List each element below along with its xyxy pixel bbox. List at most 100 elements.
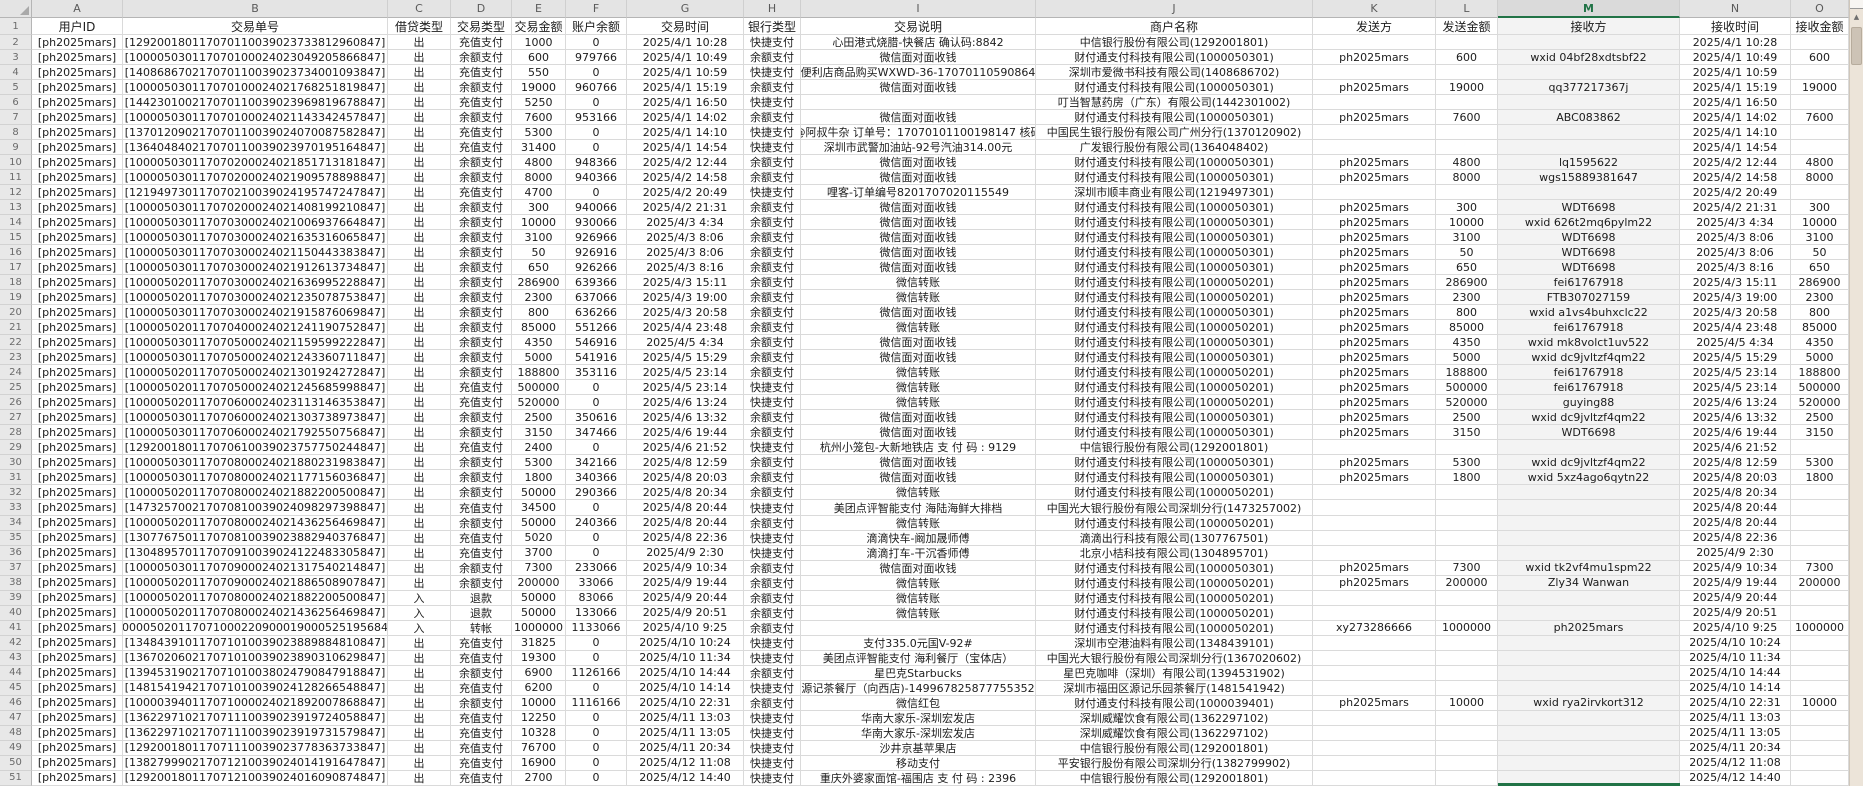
cell-I1[interactable]: 交易说明 <box>801 18 1036 35</box>
cell-L14[interactable]: 10000 <box>1436 215 1498 231</box>
cell-E37[interactable]: 7300 <box>512 560 566 576</box>
cell-G38[interactable]: 2025/4/9 19:44 <box>627 575 744 591</box>
cell-B22[interactable]: [100005030117070500024021159599222847] <box>123 335 388 351</box>
cell-E8[interactable]: 5300 <box>512 125 566 141</box>
cell-G15[interactable]: 2025/4/3 8:06 <box>627 230 744 246</box>
row-header-11[interactable]: 11 <box>0 170 32 186</box>
cell-C14[interactable]: 出 <box>388 215 451 231</box>
cell-I4[interactable]: 便利店商品购买WXWD-36-17070110590864 <box>800 65 1036 81</box>
column-header-C[interactable]: C <box>388 0 451 18</box>
cell-C26[interactable]: 出 <box>388 395 451 411</box>
cell-K28[interactable]: ph2025mars <box>1313 425 1436 441</box>
cell-M8[interactable] <box>1498 125 1680 141</box>
cell-A17[interactable]: [ph2025mars] <box>32 260 123 276</box>
cell-J41[interactable]: 财付通支付科技有限公司(1000050201) <box>1036 620 1313 636</box>
cell-L20[interactable]: 800 <box>1436 305 1498 321</box>
cell-D6[interactable]: 充值支付 <box>451 95 512 111</box>
cell-E32[interactable]: 50000 <box>512 485 566 501</box>
row-header-10[interactable]: 10 <box>0 155 32 171</box>
cell-O23[interactable]: 5000 <box>1791 350 1849 366</box>
cell-J38[interactable]: 财付通支付科技有限公司(1000050201) <box>1036 575 1313 591</box>
cell-I43[interactable]: 美团点评智能支付 海利餐厅（宝体店） <box>801 650 1036 666</box>
cell-M7[interactable]: ABC083862 <box>1498 110 1680 126</box>
cell-M17[interactable]: WDT6698 <box>1498 260 1680 276</box>
cell-A1[interactable]: 用户ID <box>32 18 123 35</box>
cell-N26[interactable]: 2025/4/6 13:24 <box>1680 395 1791 411</box>
cell-O35[interactable] <box>1791 530 1849 546</box>
cell-C10[interactable]: 出 <box>388 155 451 171</box>
cell-C40[interactable]: 入 <box>388 605 451 621</box>
cell-A15[interactable]: [ph2025mars] <box>32 230 123 246</box>
cell-B11[interactable]: [100005030117070200024021909578898847] <box>123 170 388 186</box>
cell-L28[interactable]: 3150 <box>1436 425 1498 441</box>
cell-F39[interactable]: 83066 <box>566 590 627 606</box>
cell-D42[interactable]: 充值支付 <box>451 635 512 651</box>
row-header-36[interactable]: 36 <box>0 545 32 561</box>
cell-A16[interactable]: [ph2025mars] <box>32 245 123 261</box>
cell-J17[interactable]: 财付通支付科技有限公司(1000050301) <box>1036 260 1313 276</box>
cell-A19[interactable]: [ph2025mars] <box>32 290 123 306</box>
cell-A26[interactable]: [ph2025mars] <box>32 395 123 411</box>
cell-H2[interactable]: 快捷支付 <box>744 35 801 51</box>
cell-D13[interactable]: 余额支付 <box>451 200 512 216</box>
cell-G14[interactable]: 2025/4/3 4:34 <box>627 215 744 231</box>
cell-D24[interactable]: 余额支付 <box>451 365 512 381</box>
cell-C50[interactable]: 出 <box>388 755 451 771</box>
cell-B49[interactable]: [129200180117071110039023778363733847] <box>123 740 388 756</box>
cell-I16[interactable]: 微信面对面收钱 <box>801 245 1036 261</box>
cell-A23[interactable]: [ph2025mars] <box>32 350 123 366</box>
cell-G46[interactable]: 2025/4/10 22:31 <box>627 695 744 711</box>
cell-C32[interactable]: 出 <box>388 485 451 501</box>
cell-I15[interactable]: 微信面对面收钱 <box>801 230 1036 246</box>
cell-K46[interactable]: ph2025mars <box>1313 695 1436 711</box>
cell-M34[interactable] <box>1498 515 1680 531</box>
cell-C20[interactable]: 出 <box>388 305 451 321</box>
cell-E49[interactable]: 76700 <box>512 740 566 756</box>
cell-J26[interactable]: 财付通支付科技有限公司(1000050201) <box>1036 395 1313 411</box>
cell-J43[interactable]: 中国光大银行股份有限公司深圳分行(1367020602) <box>1036 650 1313 666</box>
cell-C42[interactable]: 出 <box>388 635 451 651</box>
cell-C27[interactable]: 出 <box>388 410 451 426</box>
row-header-12[interactable]: 12 <box>0 185 32 201</box>
cell-N16[interactable]: 2025/4/3 8:06 <box>1680 245 1791 261</box>
cell-C7[interactable]: 出 <box>388 110 451 126</box>
cell-N18[interactable]: 2025/4/3 15:11 <box>1680 275 1791 291</box>
row-header-37[interactable]: 37 <box>0 560 32 576</box>
cell-J32[interactable]: 财付通支付科技有限公司(1000050201) <box>1036 485 1313 501</box>
cell-H46[interactable]: 余额支付 <box>744 695 801 711</box>
cell-F33[interactable]: 0 <box>566 500 627 516</box>
cell-C19[interactable]: 出 <box>388 290 451 306</box>
cell-C8[interactable]: 出 <box>388 125 451 141</box>
cell-M19[interactable]: FTB307027159 <box>1498 290 1680 306</box>
cell-F16[interactable]: 926916 <box>566 245 627 261</box>
cell-B44[interactable]: [139453190217071010038024790847918847] <box>123 665 388 681</box>
cell-N12[interactable]: 2025/4/2 20:49 <box>1680 185 1791 201</box>
cell-I37[interactable]: 微信面对面收钱 <box>801 560 1036 576</box>
cell-E14[interactable]: 10000 <box>512 215 566 231</box>
cell-I40[interactable]: 微信转账 <box>801 605 1036 621</box>
cell-F3[interactable]: 979766 <box>566 50 627 66</box>
row-header-33[interactable]: 33 <box>0 500 32 516</box>
cell-H27[interactable]: 余额支付 <box>744 410 801 426</box>
cell-A50[interactable]: [ph2025mars] <box>32 755 123 771</box>
cell-M36[interactable] <box>1498 545 1680 561</box>
cell-E9[interactable]: 31400 <box>512 140 566 156</box>
cell-O12[interactable] <box>1791 185 1849 201</box>
cell-E21[interactable]: 85000 <box>512 320 566 336</box>
cell-A31[interactable]: [ph2025mars] <box>32 470 123 486</box>
column-header-A[interactable]: A <box>32 0 123 18</box>
cell-O29[interactable] <box>1791 440 1849 456</box>
row-header-22[interactable]: 22 <box>0 335 32 351</box>
cell-C23[interactable]: 出 <box>388 350 451 366</box>
cell-A6[interactable]: [ph2025mars] <box>32 95 123 111</box>
cell-I34[interactable]: 微信转账 <box>801 515 1036 531</box>
cell-D26[interactable]: 充值支付 <box>451 395 512 411</box>
cell-I24[interactable]: 微信转账 <box>801 365 1036 381</box>
cell-G37[interactable]: 2025/4/9 10:34 <box>627 560 744 576</box>
cell-I19[interactable]: 微信转账 <box>801 290 1036 306</box>
cell-O18[interactable]: 286900 <box>1791 275 1849 291</box>
cell-B30[interactable]: [100005030117070800024021880231983847] <box>123 455 388 471</box>
cell-E45[interactable]: 6200 <box>512 680 566 696</box>
cell-A13[interactable]: [ph2025mars] <box>32 200 123 216</box>
cell-B28[interactable]: [100005030117070600024021792550756847] <box>123 425 388 441</box>
